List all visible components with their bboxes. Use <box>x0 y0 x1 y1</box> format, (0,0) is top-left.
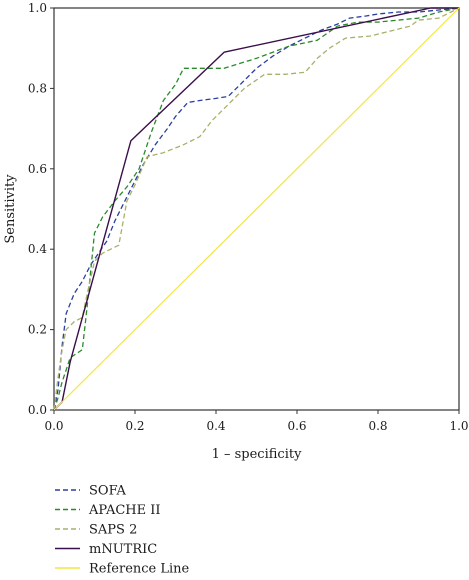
x-axis: 0.0 0.2 0.4 0.6 0.8 1.0 <box>44 410 469 433</box>
legend-label-apache-ii: APACHE II <box>88 503 161 518</box>
series-line-reference-line <box>53 7 460 411</box>
x-tick-label: 1.0 <box>449 419 468 433</box>
x-axis-title: 1 – specificity <box>212 447 302 462</box>
legend-label-saps-2: SAPS 2 <box>89 523 137 538</box>
y-axis: 0.0 0.2 0.4 0.6 0.8 1.0 <box>28 1 54 417</box>
legend-label-reference-line: Reference Line <box>89 562 190 577</box>
x-tick-label: 0.0 <box>44 419 63 433</box>
y-tick-label: 1.0 <box>28 1 47 15</box>
series-line-sofa <box>53 7 460 411</box>
plot-frame <box>53 7 460 411</box>
legend-label-sofa: SOFA <box>89 484 126 499</box>
plot-area <box>53 7 460 411</box>
x-tick-label: 0.6 <box>287 419 306 433</box>
y-tick-label: 0.0 <box>28 403 47 417</box>
y-tick-label: 0.4 <box>28 242 47 256</box>
legend: SOFA APACHE II SAPS 2 mNUTRIC Reference Line <box>55 484 190 577</box>
y-tick-label: 0.2 <box>28 323 47 337</box>
y-tick-label: 0.6 <box>28 162 47 176</box>
x-tick-label: 0.8 <box>368 419 387 433</box>
legend-label-mnutric: mNUTRIC <box>89 542 157 557</box>
x-tick-label: 0.2 <box>125 419 144 433</box>
x-tick-label: 0.4 <box>206 419 225 433</box>
y-axis-title: Sensitivity <box>3 174 18 244</box>
y-tick-label: 0.8 <box>28 81 47 95</box>
